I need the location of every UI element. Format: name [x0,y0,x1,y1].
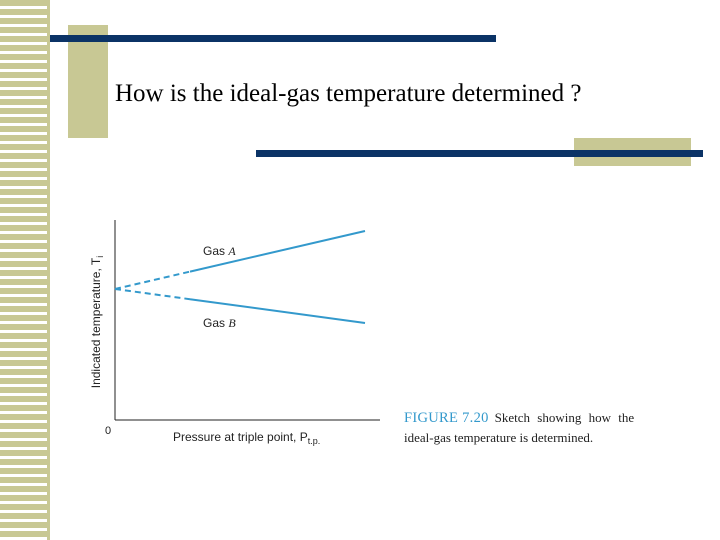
slide-title: How is the ideal-gas temperature determi… [115,80,582,107]
origin-tick-label: 0 [105,425,111,437]
middle-accent-bar [256,150,703,157]
temperature-chart: Indicated temperature, Ti Pressure at tr… [89,220,380,446]
left-ladder-decoration [0,0,50,540]
top-left-accent-block [68,25,108,138]
y-axis-label: Indicated temperature, Ti [89,256,105,389]
gas-b-measured-line [189,298,366,324]
gas-b-label: Gas B [203,316,236,330]
gas-a-extrapolated-line [114,270,191,290]
gas-b-extrapolated-line [114,288,191,301]
top-accent-bar [50,35,496,42]
gas-a-measured-line [189,230,366,273]
gas-a-label: Gas A [203,244,236,258]
caption-line-2: ideal-gas temperature is determined. [404,430,594,445]
x-axis-label: Pressure at triple point, Pt.p. [173,430,320,446]
figure-label: FIGURE 7.20 [404,410,489,426]
caption-line-1: Sketch showing how the [494,410,635,425]
figure-caption: FIGURE 7.20 Sketch showing how the ideal-… [404,408,694,447]
